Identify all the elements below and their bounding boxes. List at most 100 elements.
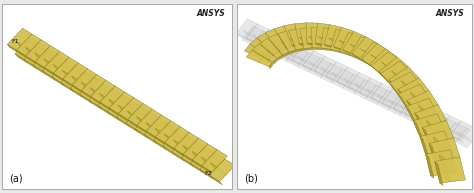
Polygon shape — [118, 98, 143, 119]
Polygon shape — [339, 40, 354, 47]
Polygon shape — [155, 128, 169, 140]
Polygon shape — [392, 71, 406, 85]
Polygon shape — [292, 60, 305, 68]
Polygon shape — [278, 30, 296, 52]
Polygon shape — [146, 131, 158, 140]
Polygon shape — [98, 90, 123, 112]
Polygon shape — [90, 88, 104, 99]
Polygon shape — [354, 79, 376, 99]
Polygon shape — [422, 112, 444, 131]
Polygon shape — [81, 82, 95, 94]
Text: (a): (a) — [9, 174, 23, 184]
Polygon shape — [80, 78, 104, 100]
Polygon shape — [264, 36, 286, 56]
Polygon shape — [420, 137, 429, 157]
Polygon shape — [246, 24, 269, 43]
Polygon shape — [426, 154, 434, 179]
Polygon shape — [333, 27, 354, 50]
Polygon shape — [433, 137, 445, 159]
Polygon shape — [253, 35, 268, 45]
Polygon shape — [243, 30, 257, 39]
Polygon shape — [365, 85, 388, 104]
Polygon shape — [321, 48, 332, 51]
Polygon shape — [412, 111, 427, 120]
Polygon shape — [377, 90, 399, 110]
Polygon shape — [242, 26, 263, 45]
Polygon shape — [382, 89, 404, 108]
Polygon shape — [163, 130, 188, 152]
Polygon shape — [343, 50, 355, 56]
Polygon shape — [398, 89, 410, 102]
Polygon shape — [109, 99, 123, 111]
Polygon shape — [298, 52, 320, 72]
Polygon shape — [269, 49, 283, 57]
Polygon shape — [295, 23, 307, 44]
Polygon shape — [281, 40, 302, 60]
Polygon shape — [359, 42, 385, 64]
Polygon shape — [389, 83, 401, 96]
Polygon shape — [393, 108, 407, 116]
Polygon shape — [416, 119, 430, 127]
Polygon shape — [457, 132, 472, 142]
Polygon shape — [359, 59, 372, 66]
Polygon shape — [319, 37, 332, 41]
Polygon shape — [100, 86, 125, 108]
Polygon shape — [210, 163, 226, 175]
Polygon shape — [182, 146, 197, 157]
Polygon shape — [389, 72, 420, 94]
Polygon shape — [366, 89, 381, 99]
Polygon shape — [405, 114, 419, 122]
Polygon shape — [435, 157, 465, 183]
Polygon shape — [415, 105, 447, 127]
Polygon shape — [401, 105, 415, 115]
Polygon shape — [303, 65, 317, 73]
Polygon shape — [326, 62, 348, 81]
Polygon shape — [433, 117, 456, 137]
Polygon shape — [192, 151, 206, 163]
Polygon shape — [348, 87, 362, 95]
Polygon shape — [352, 54, 364, 61]
Polygon shape — [340, 51, 352, 56]
Polygon shape — [15, 38, 40, 59]
Polygon shape — [260, 38, 283, 58]
Polygon shape — [277, 55, 283, 60]
Polygon shape — [429, 144, 438, 164]
Polygon shape — [371, 55, 386, 65]
Polygon shape — [446, 127, 461, 136]
Polygon shape — [401, 81, 416, 96]
Polygon shape — [304, 48, 313, 50]
Polygon shape — [314, 70, 328, 79]
Polygon shape — [420, 131, 451, 154]
Polygon shape — [350, 44, 365, 52]
Polygon shape — [429, 138, 460, 161]
Polygon shape — [355, 84, 370, 93]
Polygon shape — [146, 122, 160, 134]
Polygon shape — [192, 160, 204, 169]
Polygon shape — [389, 100, 404, 109]
Polygon shape — [299, 57, 313, 66]
Polygon shape — [268, 45, 276, 52]
Polygon shape — [236, 33, 249, 41]
Polygon shape — [164, 143, 177, 152]
Polygon shape — [362, 59, 374, 68]
Polygon shape — [16, 41, 30, 53]
Polygon shape — [154, 124, 179, 146]
Polygon shape — [337, 67, 359, 87]
Polygon shape — [300, 27, 312, 48]
Polygon shape — [350, 36, 373, 59]
Polygon shape — [34, 49, 58, 71]
Polygon shape — [201, 150, 228, 172]
Polygon shape — [282, 39, 292, 45]
Polygon shape — [428, 124, 441, 133]
Polygon shape — [286, 47, 309, 67]
Polygon shape — [419, 106, 432, 124]
Polygon shape — [379, 57, 408, 80]
Polygon shape — [15, 54, 27, 63]
Polygon shape — [24, 43, 49, 65]
Polygon shape — [26, 56, 38, 65]
Polygon shape — [54, 57, 78, 79]
Polygon shape — [117, 101, 142, 123]
Polygon shape — [82, 74, 106, 96]
Polygon shape — [258, 54, 264, 63]
Polygon shape — [183, 154, 195, 163]
